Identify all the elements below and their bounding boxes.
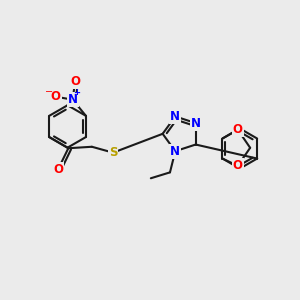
Text: O: O xyxy=(233,123,243,136)
Text: N: N xyxy=(170,110,180,123)
Text: N: N xyxy=(170,145,180,158)
Text: O: O xyxy=(51,90,61,103)
Text: −: − xyxy=(45,87,53,97)
Text: O: O xyxy=(70,76,80,88)
Text: N: N xyxy=(191,117,201,130)
Text: +: + xyxy=(73,88,80,97)
Text: S: S xyxy=(109,146,117,159)
Text: O: O xyxy=(233,159,243,172)
Text: O: O xyxy=(53,163,63,176)
Text: N: N xyxy=(68,93,78,106)
